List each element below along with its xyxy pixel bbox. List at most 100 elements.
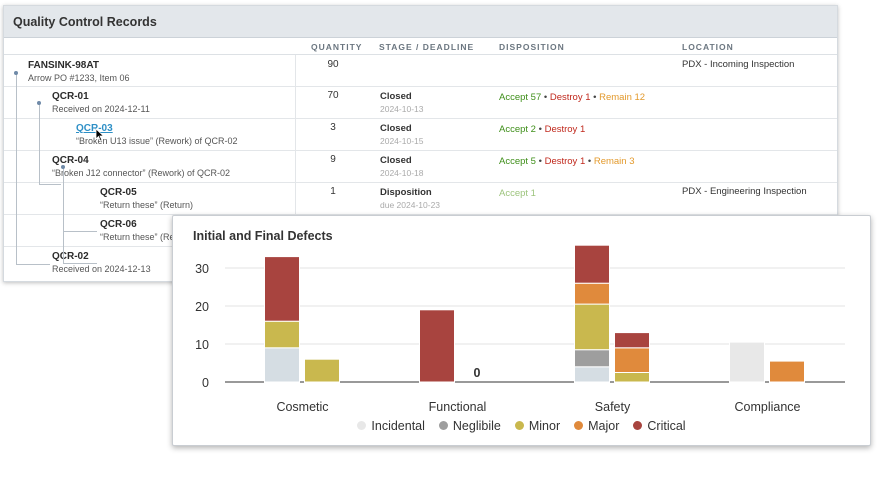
bar-segment-critical [574, 244, 610, 284]
separator-dot: • [585, 156, 594, 167]
bar-segment-neglibile [574, 349, 610, 368]
separator-dot: • [535, 156, 545, 167]
record-name-cell: QCR-06 “Return these” (Re [100, 218, 175, 243]
tree-node-dot [14, 71, 18, 75]
separator-dot: • [541, 92, 550, 103]
disposition-item: Accept 1 [499, 188, 536, 199]
stage-cell: Disposition due 2024-10-23 [380, 187, 440, 211]
chart-legend: Incidental Neglibile Minor Major Critical [173, 419, 870, 433]
quantity-value: 90 [327, 59, 339, 70]
bar-segment-minor [264, 320, 300, 349]
stage-deadline: 2024-10-18 [380, 168, 424, 178]
stage-status: Disposition [380, 187, 432, 198]
record-title[interactable]: FANSINK-98AT [28, 60, 99, 71]
chart-title: Initial and Final Defects [193, 229, 333, 243]
column-divider [295, 55, 296, 86]
tree-connector [63, 263, 97, 264]
bar-segment-critical [264, 256, 300, 322]
legend-label: Minor [528, 419, 561, 433]
quantity-value: 1 [330, 186, 336, 197]
tree-node-dot [37, 101, 41, 105]
stage-cell: Closed 2024-10-13 [380, 91, 423, 115]
separator-dot: • [590, 92, 600, 103]
record-name-cell: QCR-05 “Return these” (Return) [100, 186, 193, 211]
col-location[interactable]: LOCATION [682, 42, 734, 52]
table-row[interactable]: QCR-01 Received on 2024-12-11 70 Closed 2024… [4, 86, 837, 119]
legend-swatch-icon [438, 421, 448, 430]
record-title[interactable]: QCR-04 [52, 155, 89, 166]
record-title[interactable]: QCR-05 [100, 187, 137, 198]
tree-connector [63, 167, 64, 264]
record-name-cell: FANSINK-98AT Arrow PO #1233, Item 06 [28, 59, 130, 84]
y-tick-label: 10 [195, 338, 209, 352]
record-title[interactable]: QCR-01 [52, 91, 89, 102]
record-name-cell: QCR-02 Received on 2024-12-13 [52, 250, 151, 275]
col-disposition[interactable]: DISPOSITION [499, 42, 565, 52]
bar-segment-incidental [574, 366, 610, 383]
quantity-value: 70 [327, 90, 339, 101]
record-title[interactable]: QCR-06 [100, 219, 137, 230]
x-tick-label: Cosmetic [276, 400, 328, 414]
record-subtitle: Arrow PO #1233, Item 06 [28, 73, 130, 83]
bar-segment-major [769, 360, 805, 383]
stage-status: Closed [380, 91, 412, 102]
bar-segment-critical [614, 332, 650, 349]
record-name-cell: QCR-01 Received on 2024-12-11 [52, 90, 150, 115]
legend-swatch-icon [514, 421, 524, 430]
column-divider [295, 118, 296, 150]
disposition-cell: Accept 1 [499, 188, 536, 199]
column-divider [295, 86, 296, 118]
legend-item[interactable]: Minor [514, 419, 561, 433]
bar-segment-minor [574, 303, 610, 351]
table-row[interactable]: QCR-03 “Broken U13 issue” (Rework) of QCR… [4, 118, 837, 151]
zero-value-label: 0 [474, 366, 481, 380]
tree-connector [39, 184, 61, 185]
x-tick-label: Safety [595, 400, 631, 414]
disposition-item: Accept 5 [499, 156, 536, 167]
bar-segment-minor [304, 358, 340, 383]
table-row[interactable]: QCR-04 “Broken J12 connector” (Rework) of… [4, 150, 837, 183]
stage-status: Closed [380, 155, 412, 166]
defects-chart: 0 10 20 30 Cosmetic 0 Functional Safety Complian… [195, 244, 845, 414]
legend-item[interactable]: Neglibile [438, 419, 501, 433]
col-stage[interactable]: STAGE / DEADLINE [379, 42, 475, 52]
table-row[interactable]: FANSINK-98AT Arrow PO #1233, Item 06 90 PDX… [4, 55, 837, 87]
records-title: Quality Control Records [13, 14, 157, 29]
tree-connector [63, 231, 97, 232]
location-value: PDX - Incoming Inspection [682, 59, 795, 70]
record-subtitle: “Broken J12 connector” (Rework) of QCR-0… [52, 168, 231, 178]
legend-item[interactable]: Major [574, 419, 619, 433]
stage-deadline: due 2024-10-23 [380, 200, 441, 210]
record-subtitle: “Return these” (Return) [100, 200, 194, 210]
legend-label: Critical [647, 419, 686, 433]
legend-item[interactable]: Incidental [357, 419, 425, 433]
stage-deadline: 2024-10-15 [380, 136, 424, 146]
record-subtitle: “Return these” (Re [100, 232, 175, 242]
legend-swatch-icon [574, 421, 584, 430]
y-tick-label: 20 [195, 300, 209, 314]
record-title[interactable]: QCR-02 [52, 251, 89, 262]
legend-label: Major [588, 419, 620, 433]
record-subtitle: Received on 2024-12-13 [52, 264, 151, 274]
bar-segment-major [574, 282, 610, 305]
tree-connector [39, 103, 40, 185]
tree-connector [16, 73, 17, 265]
col-quantity[interactable]: QUANTITY [311, 42, 363, 52]
y-tick-label: 0 [202, 376, 209, 390]
column-headers: QUANTITY STAGE / DEADLINE DISPOSITION LO… [4, 38, 837, 55]
stage-cell: Closed 2024-10-15 [380, 123, 423, 147]
disposition-item: Destroy 1 [544, 124, 586, 135]
legend-label: Neglibile [452, 419, 501, 433]
stage-cell: Closed 2024-10-18 [380, 155, 423, 179]
table-row[interactable]: QCR-05 “Return these” (Return) 1 Dispositio… [4, 182, 837, 215]
record-link[interactable]: QCR-03 [76, 123, 113, 134]
location-value: PDX - Engineering Inspection [682, 186, 807, 197]
table-row[interactable]: QCR-02 Received on 2024-12-13 [4, 246, 837, 278]
record-name-cell: QCR-04 “Broken J12 connector” (Rework) of… [52, 154, 230, 179]
disposition-cell: Accept 2 • Destroy 1 [499, 124, 585, 135]
tree-node-dot [61, 165, 65, 169]
disposition-item: Accept 2 [499, 124, 536, 135]
disposition-item: Destroy 1 [544, 156, 586, 167]
legend-item[interactable]: Critical [633, 419, 686, 433]
record-subtitle: Received on 2024-12-11 [52, 104, 150, 114]
